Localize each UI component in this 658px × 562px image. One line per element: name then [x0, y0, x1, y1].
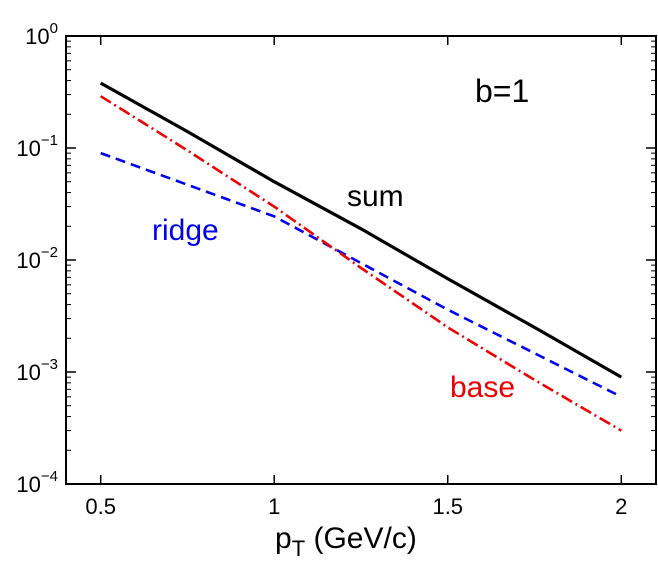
ticks-layer: 0.5 1 1.5 2 100 10−1 10−2 10−3 10−4 [16, 20, 656, 519]
x-axis-label-units: (GeV/c) [305, 522, 417, 555]
series-label-sum: sum [347, 180, 404, 213]
y-tick-label: 10−3 [16, 356, 58, 385]
y-tick-label: 10−1 [16, 132, 58, 161]
series-line-base [100, 95, 622, 432]
x-axis-label: pT (GeV/c) [275, 522, 417, 561]
series-labels: sum ridge base [152, 180, 515, 404]
x-tick-label: 0.5 [85, 494, 116, 519]
b-parameter-annotation: b=1 [475, 73, 529, 109]
series-line-sum [99, 81, 623, 379]
x-axis-label-main: p [275, 522, 292, 555]
x-axis-label-subscript: T [292, 536, 305, 561]
series-label-base: base [450, 371, 515, 404]
x-tick-label: 1.5 [432, 494, 463, 519]
series-label-ridge: ridge [152, 214, 219, 247]
y-tick-label: 100 [25, 20, 58, 49]
y-tick-label: 10−4 [16, 468, 58, 497]
series-layer [99, 81, 623, 432]
x-tick-label: 2 [615, 494, 627, 519]
plot-area [66, 36, 656, 484]
y-tick-label: 10−2 [16, 244, 58, 273]
x-tick-label: 1 [268, 494, 280, 519]
